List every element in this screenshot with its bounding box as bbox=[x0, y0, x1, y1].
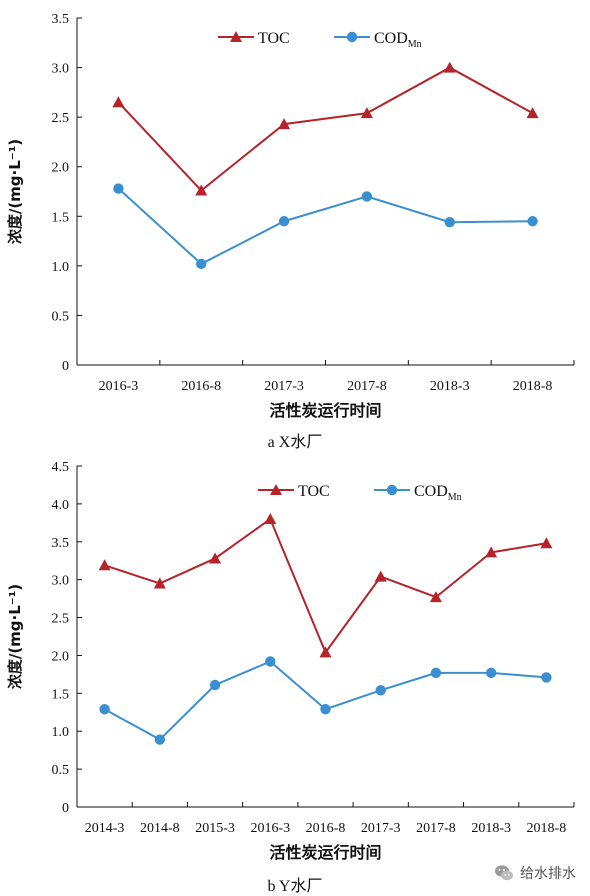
y-axis-title: 浓度/(mg·L⁻¹) bbox=[6, 584, 24, 689]
legend: TOC CODMn bbox=[258, 483, 462, 503]
y-tick-label: 1.0 bbox=[52, 260, 70, 275]
data-point bbox=[361, 191, 373, 202]
y-tick-label: 4.0 bbox=[52, 498, 70, 513]
data-point bbox=[209, 552, 222, 564]
data-point bbox=[485, 546, 498, 558]
series-toc bbox=[98, 513, 553, 658]
data-point bbox=[320, 704, 331, 715]
data-point bbox=[195, 184, 208, 196]
legend-item: TOC bbox=[258, 483, 330, 500]
chart-a: 0 0.5 1.0 1.5 2.0 2.5 3.0 3.5 2016-3 2016-8 2017-3… bbox=[6, 12, 575, 420]
y-tick-label: 2.0 bbox=[52, 649, 70, 664]
data-point bbox=[112, 96, 125, 108]
series-line bbox=[104, 517, 547, 655]
caption-b: b Y水厂 bbox=[267, 878, 323, 895]
data-point bbox=[265, 656, 276, 667]
y-tick-label: 0 bbox=[62, 801, 69, 816]
legend-item: CODMn bbox=[334, 30, 422, 50]
x-tick-label: 2017-8 bbox=[347, 379, 387, 394]
series-toc bbox=[112, 61, 539, 196]
series-line bbox=[117, 66, 534, 192]
legend-label: CODMn bbox=[414, 483, 462, 503]
data-point bbox=[527, 216, 538, 227]
x-tick-label: 2016-8 bbox=[181, 379, 221, 394]
data-point bbox=[264, 513, 277, 525]
data-point bbox=[526, 107, 539, 119]
legend-marker bbox=[270, 484, 282, 495]
x-tick-label: 2018-8 bbox=[527, 821, 567, 836]
x-tick-label: 2016-3 bbox=[250, 821, 290, 836]
y-tick-label: 3.0 bbox=[52, 62, 70, 77]
y-tick-label: 3.5 bbox=[52, 12, 70, 27]
x-axis-title: 活性炭运行时间 bbox=[269, 843, 381, 862]
data-point bbox=[541, 672, 552, 683]
legend-marker bbox=[230, 31, 242, 42]
y-tick-label: 2.5 bbox=[52, 612, 70, 627]
data-point bbox=[375, 685, 386, 696]
x-tick-label: 2016-3 bbox=[99, 379, 139, 394]
data-point bbox=[278, 118, 291, 130]
data-point bbox=[196, 258, 207, 270]
series-line bbox=[117, 187, 533, 266]
legend-label: CODMn bbox=[374, 30, 422, 50]
series-cod bbox=[99, 656, 552, 745]
y-tick-label: 4.5 bbox=[52, 460, 70, 475]
data-point bbox=[153, 577, 166, 589]
data-point bbox=[319, 646, 332, 658]
data-point bbox=[540, 537, 553, 549]
data-point bbox=[113, 183, 124, 194]
y-tick-label: 1.0 bbox=[52, 725, 70, 740]
x-axis-title: 活性炭运行时间 bbox=[269, 401, 381, 420]
series-cod bbox=[113, 183, 538, 270]
legend-marker bbox=[346, 31, 358, 43]
data-point bbox=[98, 559, 111, 571]
data-point bbox=[278, 216, 290, 227]
data-point bbox=[430, 667, 442, 679]
x-tick-label: 2017-3 bbox=[361, 821, 401, 836]
data-point bbox=[374, 570, 387, 582]
legend-label: TOC bbox=[258, 30, 290, 47]
x-tick-label: 2018-3 bbox=[430, 379, 470, 394]
caption-a: a X水厂 bbox=[267, 434, 323, 451]
y-tick-label: 2.0 bbox=[52, 161, 70, 176]
x-tick-label: 2018-3 bbox=[471, 821, 511, 836]
data-point bbox=[209, 679, 221, 691]
x-tick-label: 2017-8 bbox=[416, 821, 456, 836]
data-point bbox=[154, 734, 166, 745]
watermark: 给水排水 bbox=[494, 863, 576, 883]
x-tick-label: 2014-8 bbox=[140, 821, 180, 836]
legend-marker bbox=[386, 484, 398, 496]
wechat-icon bbox=[495, 865, 513, 881]
y-tick-label: 3.5 bbox=[52, 536, 70, 551]
x-tick-label: 2015-3 bbox=[195, 821, 235, 836]
y-tick-label: 3.0 bbox=[52, 574, 70, 589]
x-tick-label: 2017-3 bbox=[264, 379, 304, 394]
chart-b: 0 0.5 1.0 1.5 2.0 2.5 3.0 3.5 4.0 4.5 2014-3 2014-8… bbox=[6, 460, 575, 862]
data-point bbox=[360, 107, 373, 119]
x-tick-label: 2014-3 bbox=[85, 821, 125, 836]
data-point bbox=[99, 704, 110, 715]
y-axis-title: 浓度/(mg·L⁻¹) bbox=[6, 139, 24, 244]
legend: TOC CODMn bbox=[218, 30, 422, 50]
y-tick-label: 0.5 bbox=[52, 309, 70, 324]
y-tick-label: 0 bbox=[62, 359, 69, 374]
y-tick-label: 0.5 bbox=[52, 763, 70, 778]
data-point bbox=[443, 61, 456, 73]
legend-label: TOC bbox=[298, 483, 330, 500]
x-tick-label: 2018-8 bbox=[513, 379, 553, 394]
legend-item: TOC bbox=[218, 30, 290, 47]
data-point bbox=[444, 217, 455, 228]
data-point bbox=[429, 591, 442, 603]
legend-item: CODMn bbox=[374, 483, 462, 503]
y-tick-label: 2.5 bbox=[52, 111, 70, 126]
x-tick-label: 2016-8 bbox=[306, 821, 346, 836]
watermark-text: 给水排水 bbox=[520, 866, 576, 882]
series-line bbox=[104, 660, 547, 741]
data-point bbox=[485, 667, 497, 679]
y-tick-label: 1.5 bbox=[52, 210, 70, 225]
y-tick-label: 1.5 bbox=[52, 687, 70, 702]
